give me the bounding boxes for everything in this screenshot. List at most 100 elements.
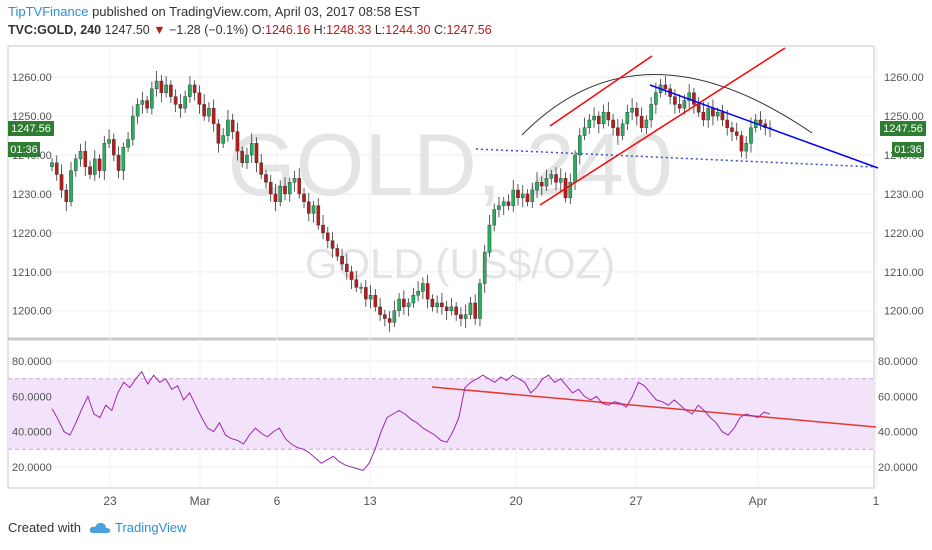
candle [112,133,116,162]
candle-body [720,111,725,121]
candle-body [601,111,606,125]
candle-body [297,178,302,195]
candle [116,146,121,179]
candle-body [682,100,687,109]
low-label: L: [374,23,386,37]
candle-body [506,201,511,206]
candle-body [50,162,54,167]
price-pane[interactable] [7,45,875,339]
countdown-right-text: 01:36 [894,144,922,156]
watermark-big: GOLD, 240 [227,115,672,214]
candle [169,80,173,103]
candle [535,172,539,198]
tradingview-link[interactable]: TradingView [114,520,187,535]
candle-body [197,92,202,105]
candle-body [639,115,644,128]
countdown-left-text: 01:36 [10,144,38,156]
candle-body [259,162,264,175]
x-tick-label: 1 [873,494,880,508]
x-tick-label: 6 [274,494,281,508]
candle-body [625,111,630,125]
candle-body [516,189,520,199]
candle-body [511,189,516,206]
candle-body [492,209,497,226]
channel-upper-line[interactable] [549,55,653,127]
candle [416,281,420,302]
candle-body [582,127,587,136]
candle [601,104,606,129]
author-link[interactable]: TipTVFinance [8,4,89,19]
candle-body [568,182,573,199]
candle-body [59,174,64,191]
dotted-support-line[interactable] [475,148,876,168]
price-tick-label-left: 1260.00 [12,72,52,84]
candle-body [435,302,439,308]
candle [283,177,287,201]
candle [64,184,69,212]
descending-trendline[interactable] [649,84,879,169]
candle-body [454,306,458,315]
candle-body [616,127,620,136]
candle [131,105,135,146]
candle [487,214,492,258]
candle [211,99,216,132]
candle [83,140,88,177]
candle-body [235,131,240,152]
open-label: O: [251,23,265,37]
candle-body [335,248,340,257]
candle [221,128,225,149]
candle-body [549,174,554,179]
candle-body [430,298,435,308]
candle-body [421,283,425,292]
candle [459,307,463,327]
candle [520,185,525,208]
candle-body [183,96,187,109]
candle [226,109,230,142]
candle-body [715,111,720,117]
candle-body [416,291,420,296]
candle [188,76,192,103]
candle-body [535,182,539,191]
price-tick-label-right: 1250.00 [884,111,924,123]
candle [268,174,273,202]
channel-lower-line[interactable] [539,47,786,206]
candle [568,173,573,205]
candle-body [468,302,473,315]
candle [373,289,378,312]
rsi-tick-label-left: 80.0000 [12,356,52,368]
candle-body [73,158,78,171]
candle [121,142,126,180]
rsi-line [51,370,771,471]
candle-body [92,158,97,175]
candle [587,113,592,134]
x-tick-label: 23 [103,494,117,508]
x-tick-label: 13 [363,494,377,508]
candle-body [677,104,682,109]
candle [506,194,511,211]
candle [92,150,97,181]
candle-body [597,115,601,125]
high-label: H: [313,23,327,37]
tradingview-cloud-icon [89,522,111,533]
candle [473,294,477,325]
price-tick-label-left: 1220.00 [12,228,52,240]
candle [335,243,340,261]
candle-body [283,185,287,195]
candle-body [673,96,677,105]
candle-body [202,104,206,117]
candle-body [544,178,549,187]
candle-body [126,139,130,148]
rsi-trendline[interactable] [431,386,877,428]
candle-body [558,178,563,183]
rsi-tick-label-right: 80.0000 [878,356,918,368]
candle [734,122,739,141]
arc-drawing[interactable] [521,74,813,136]
candle-body [349,271,354,280]
candle [492,203,497,232]
candle-body [240,150,244,163]
candle-body [112,139,116,156]
candle-body [173,96,178,105]
candle [582,117,587,141]
price-tick-label-left: 1210.00 [12,267,52,279]
